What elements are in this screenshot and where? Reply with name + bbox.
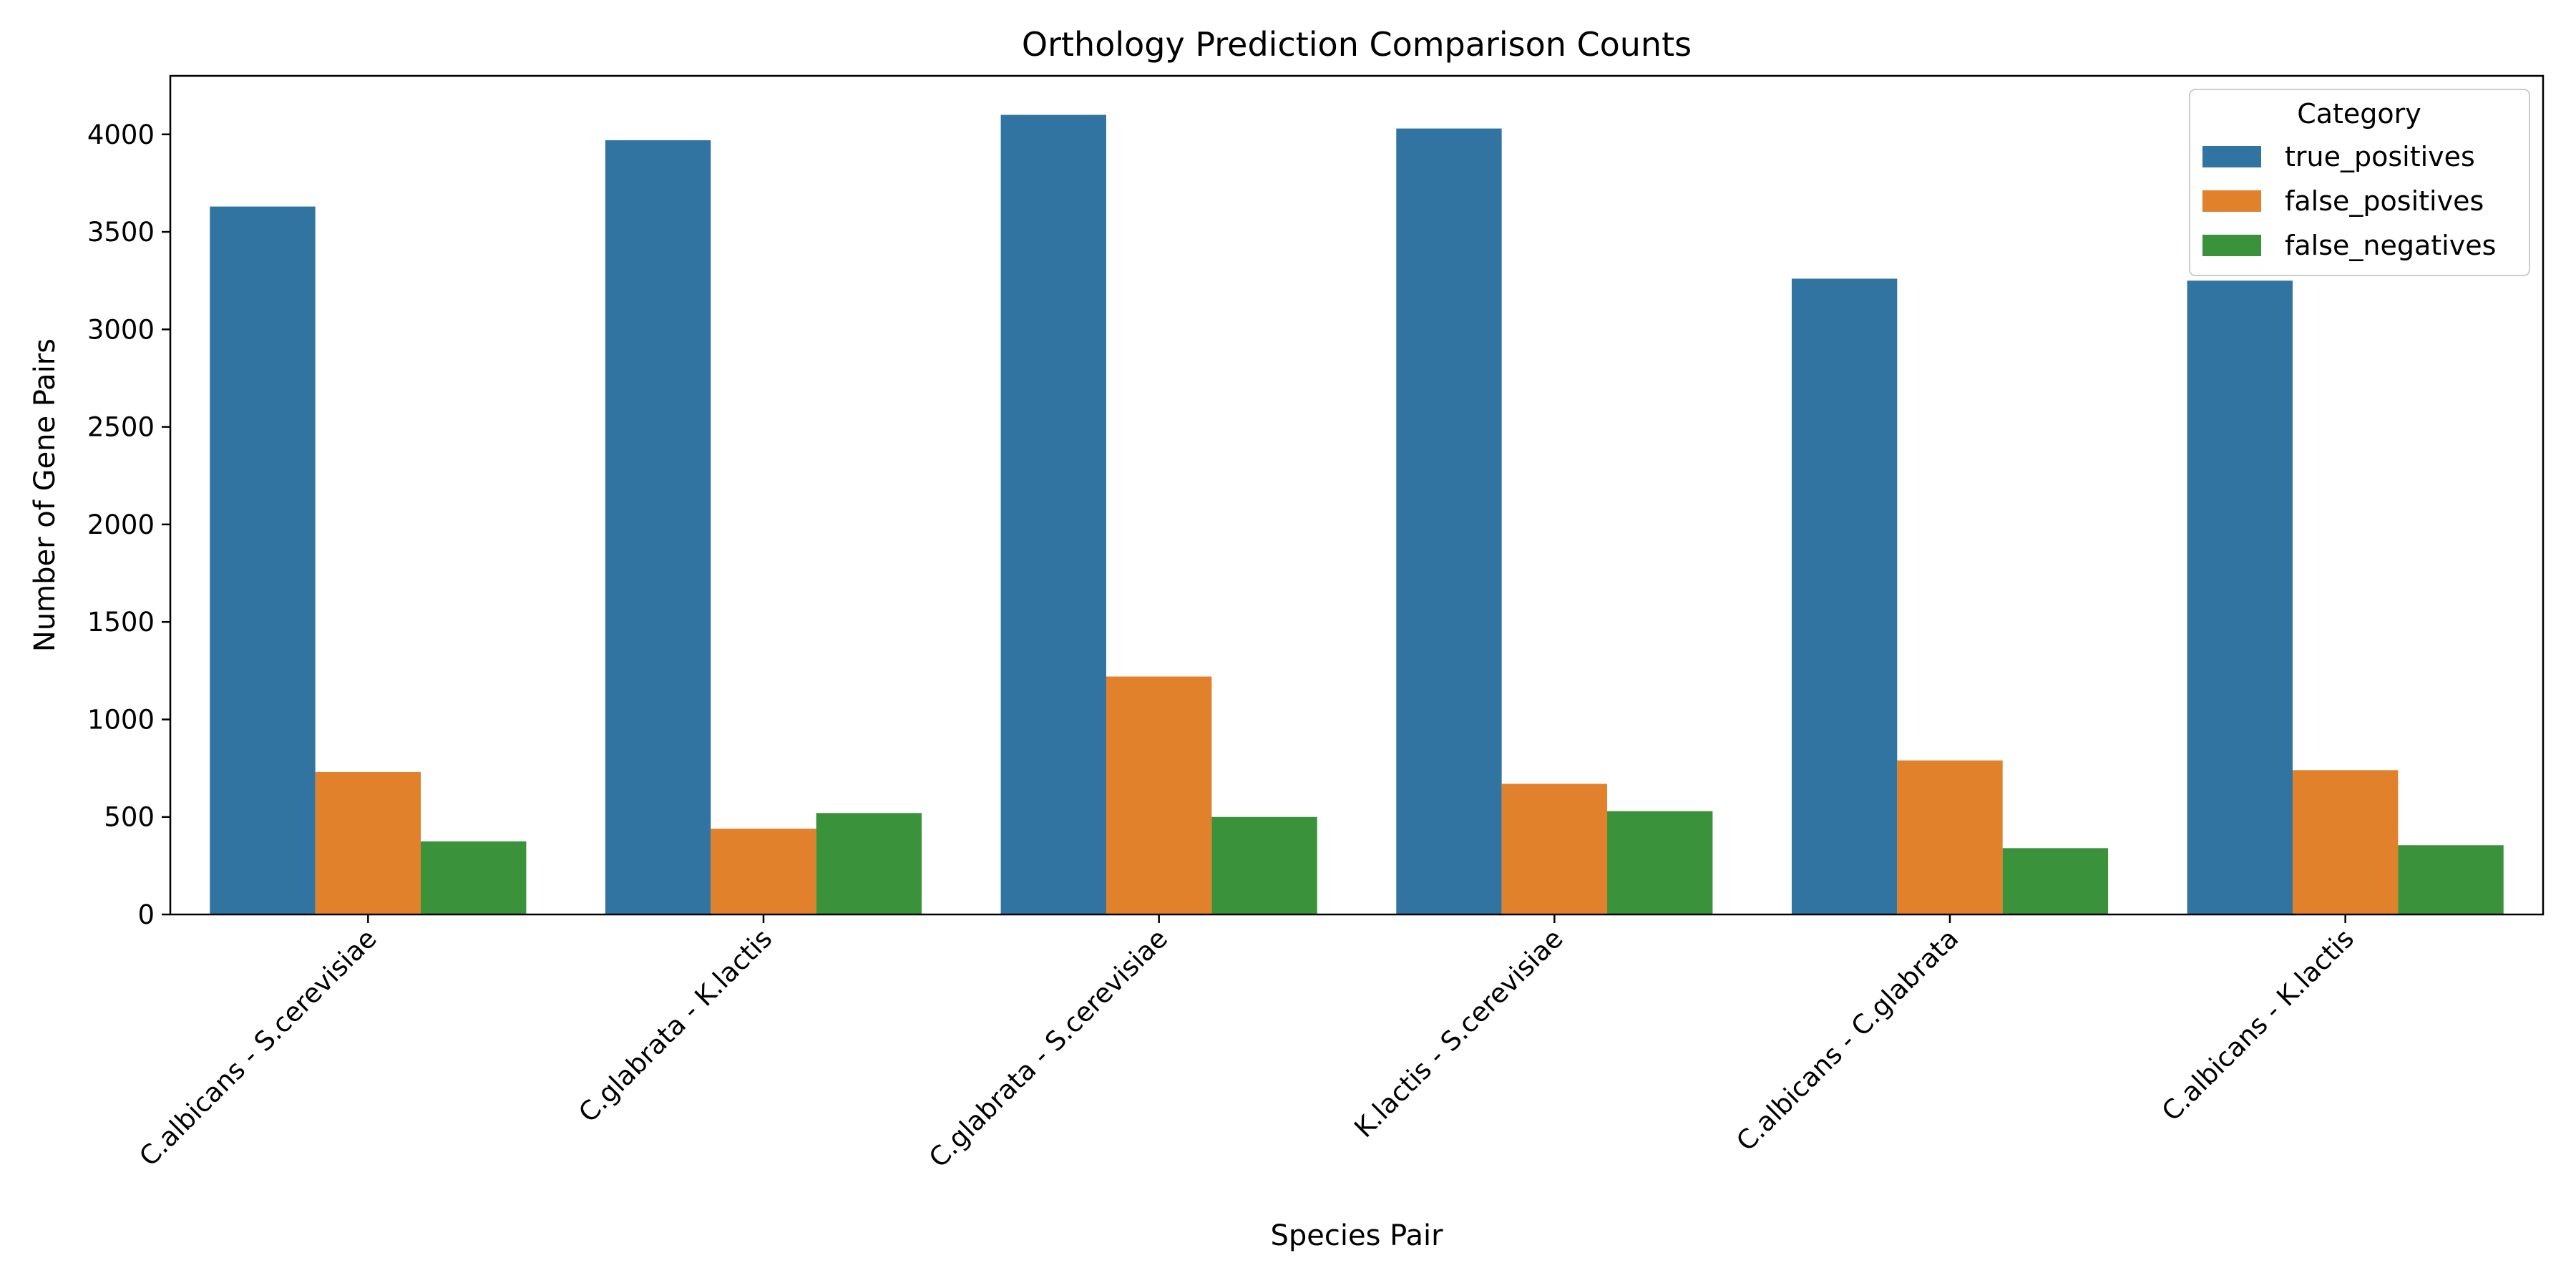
bar-false_positives-3 <box>1501 784 1608 914</box>
y-tick-label: 4000 <box>87 119 155 150</box>
bar-false_negatives-5 <box>2398 845 2504 914</box>
y-tick-label: 2500 <box>87 412 155 443</box>
y-tick-label: 0 <box>137 899 155 930</box>
bar-true_positives-1 <box>605 140 711 914</box>
plot-frame <box>169 74 2545 916</box>
y-axis-title: Number of Gene Pairs <box>29 338 62 652</box>
y-tick-label: 3000 <box>87 314 155 345</box>
bars-group <box>210 114 2504 915</box>
bar-false_negatives-4 <box>2002 848 2109 914</box>
legend-swatch-false_negatives <box>2202 235 2261 256</box>
y-tick-label: 1000 <box>87 704 155 735</box>
bar-false_negatives-1 <box>816 813 922 914</box>
bar-true_positives-3 <box>1396 128 1502 914</box>
legend-box <box>2189 89 2530 276</box>
legend-label-true_positives: true_positives <box>2285 141 2475 172</box>
legend-label-false_positives: false_positives <box>2285 185 2484 217</box>
bar-false_positives-0 <box>315 772 421 914</box>
bar-true_positives-0 <box>210 206 316 914</box>
bar-true_positives-2 <box>1000 114 1106 915</box>
legend-swatch-true_positives <box>2202 146 2261 167</box>
x-axis-title: Species Pair <box>1270 1219 1443 1252</box>
bar-false_negatives-2 <box>1211 816 1317 914</box>
y-tick-label: 500 <box>104 802 155 833</box>
legend-entries: true_positives false_positives false_negat… <box>2202 141 2496 261</box>
y-tick-label: 3500 <box>87 217 155 248</box>
bar-false_positives-5 <box>2292 770 2399 914</box>
y-axis: 0 500 1000 1500 2000 2500 3000 3500 4000 <box>87 119 170 930</box>
bar-false_positives-1 <box>711 829 816 914</box>
bar-true_positives-5 <box>2187 280 2293 914</box>
bar-false_negatives-0 <box>421 841 527 914</box>
legend: Category true_positives false_positivesfa… <box>2189 89 2530 276</box>
bar-false_negatives-3 <box>1607 811 1713 914</box>
bar-false_positives-2 <box>1106 676 1212 914</box>
bar-false_positives-4 <box>1897 760 2003 914</box>
legend-swatch-false_positives <box>2202 190 2261 212</box>
y-tick-label: 2000 <box>87 509 155 540</box>
legend-title: Category <box>2297 98 2421 130</box>
chart-title: Orthology Prediction Comparison Counts <box>1022 25 1692 64</box>
plot-area <box>169 74 2545 916</box>
bar-true_positives-4 <box>1791 278 1898 915</box>
y-tick-label: 1500 <box>87 607 155 638</box>
legend-label-false_negatives: false_negatives <box>2285 230 2496 261</box>
